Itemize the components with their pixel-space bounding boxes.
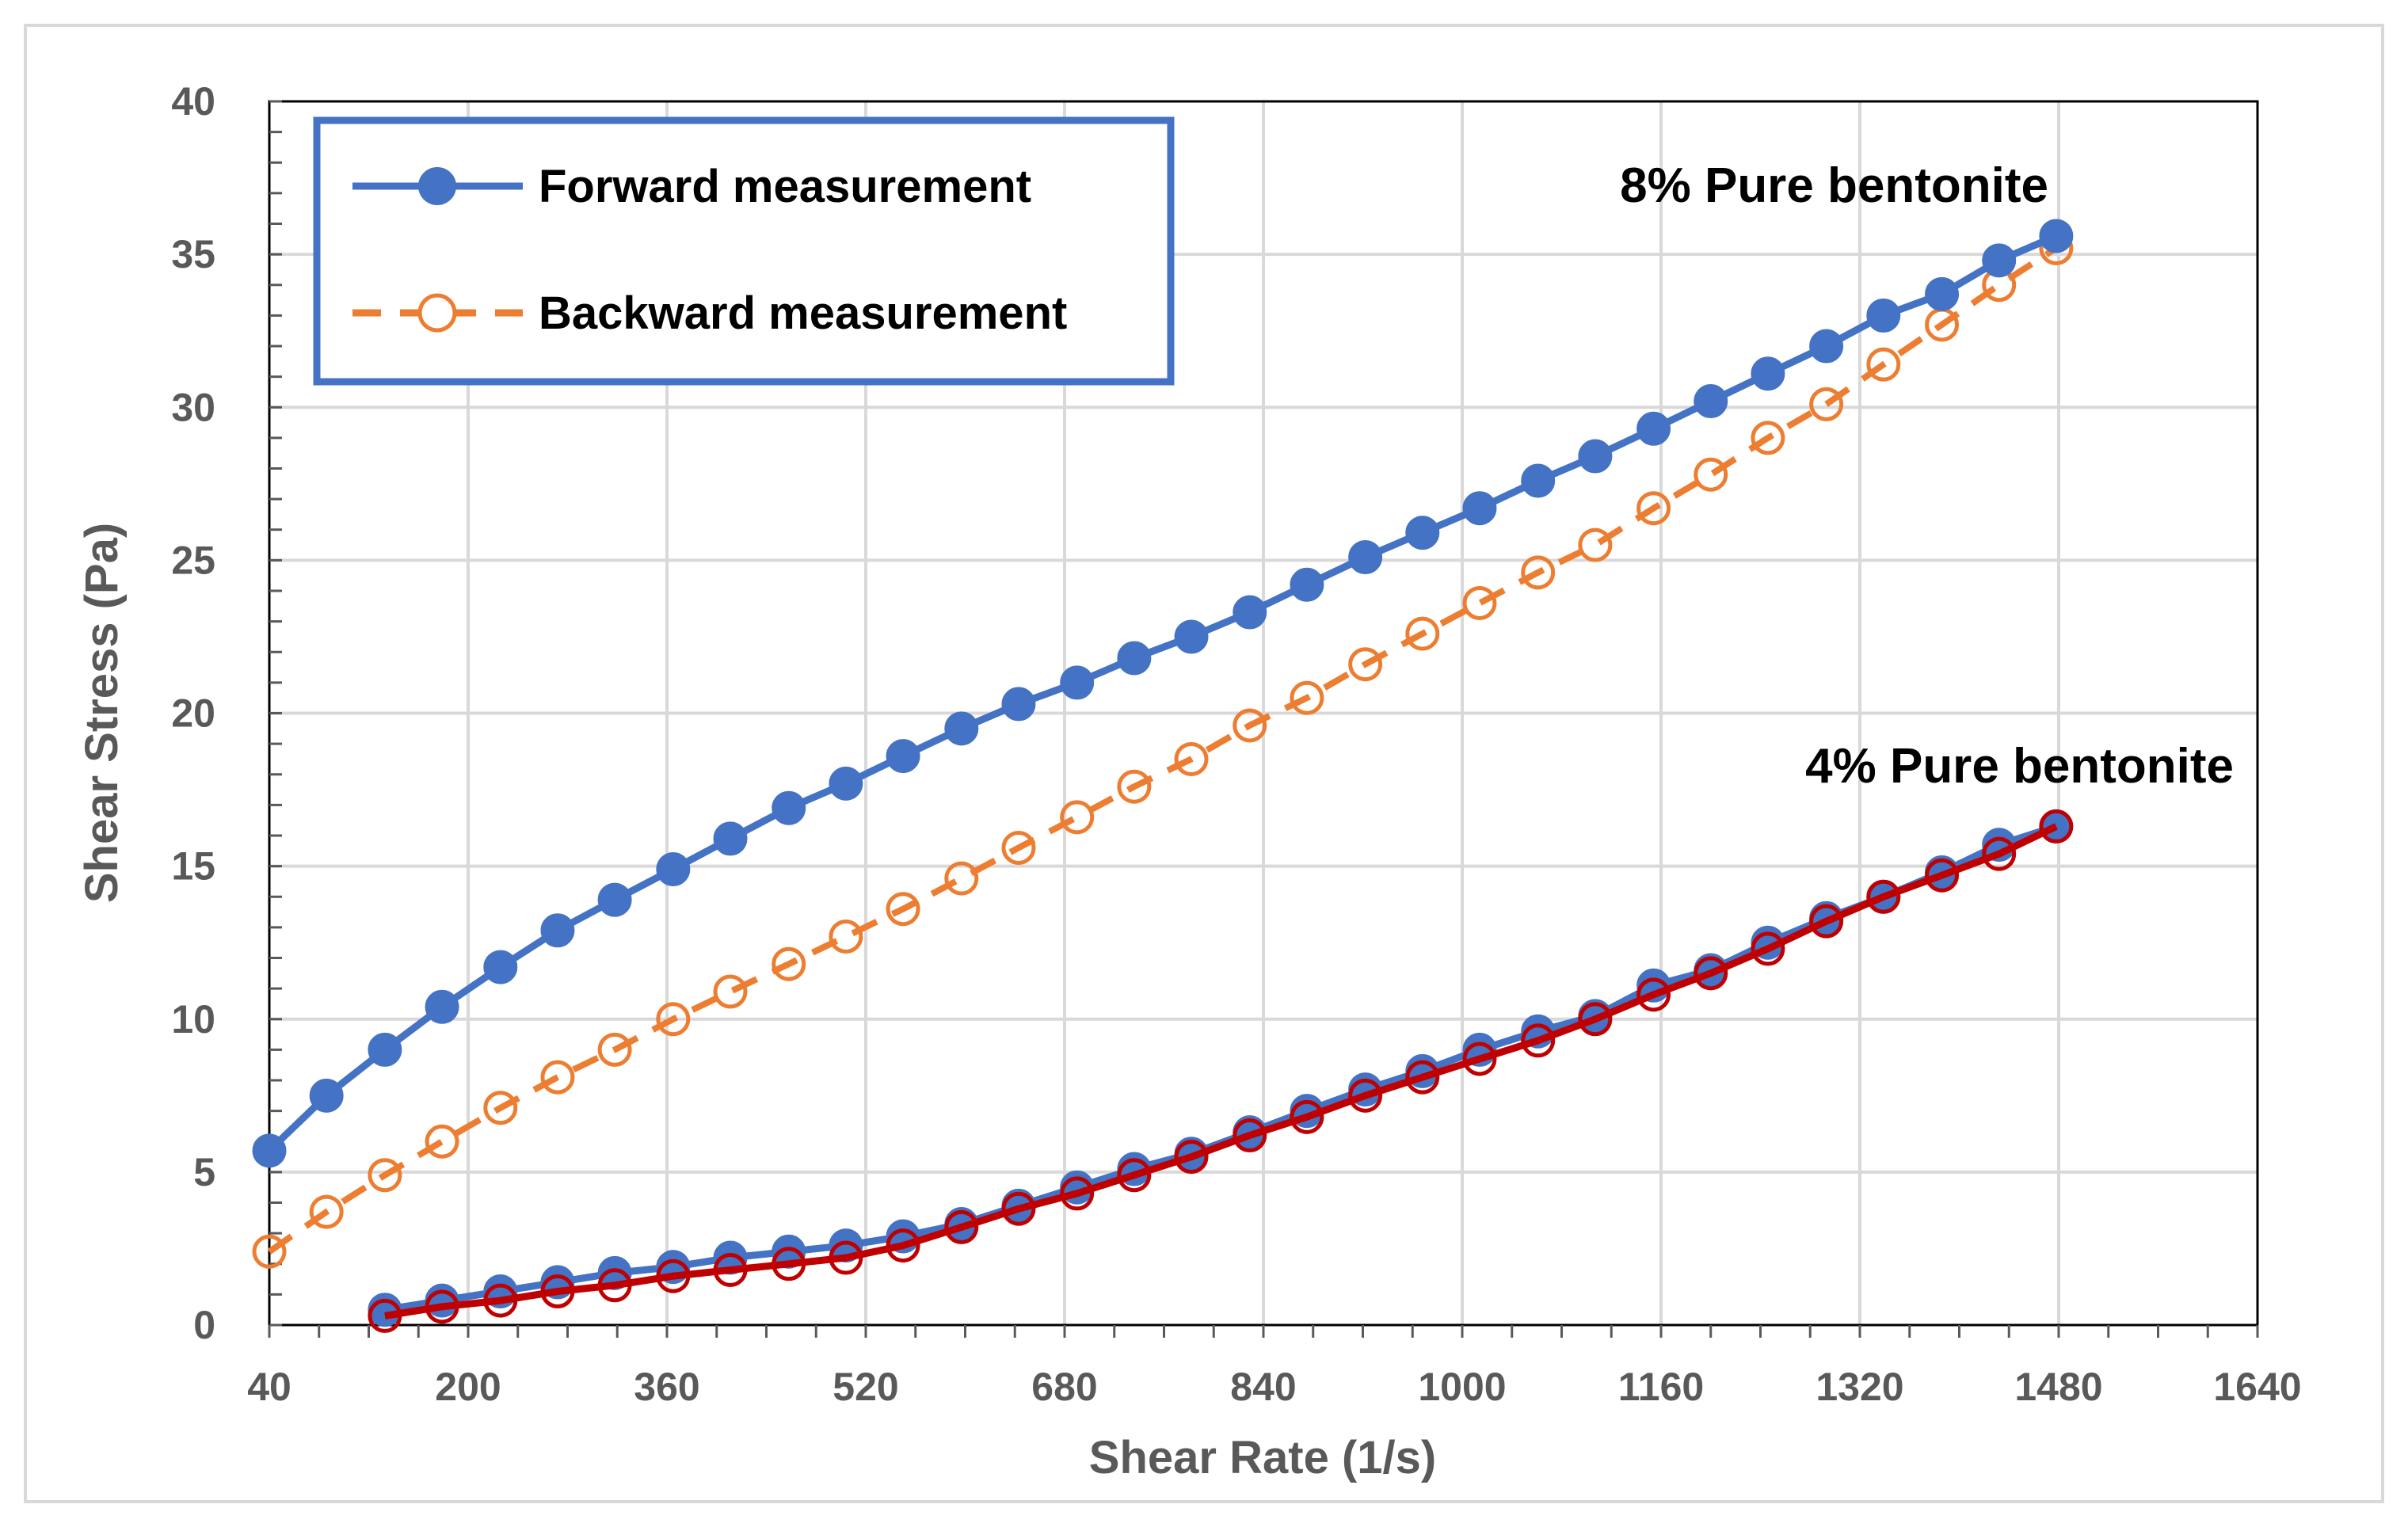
- x-tick-label: 1640: [2213, 1365, 2301, 1409]
- y-tick-label: 5: [193, 1150, 215, 1194]
- x-tick-label: 1480: [2014, 1365, 2102, 1409]
- x-tick-label: 40: [247, 1365, 291, 1409]
- x-tick-label: 360: [634, 1365, 699, 1409]
- data-point: [485, 951, 516, 983]
- data-point: [1926, 278, 1958, 310]
- data-point: [830, 767, 862, 799]
- y-tick-label: 30: [171, 385, 215, 429]
- annotation-8-percent: 8% Pure bentonite: [1620, 158, 2048, 213]
- x-axis-title: Shear Rate (1/s): [1089, 1432, 1436, 1483]
- data-point: [1118, 642, 1150, 674]
- data-point: [1407, 517, 1438, 549]
- y-tick-label: 35: [171, 232, 215, 276]
- data-point: [1695, 386, 1727, 417]
- y-tick-label: 0: [193, 1303, 215, 1347]
- y-tick-label: 25: [171, 538, 215, 582]
- data-point: [1522, 465, 1554, 497]
- data-point: [1291, 569, 1323, 600]
- data-point: [1464, 493, 1495, 524]
- y-axis-title: Shear Stress (Pa): [76, 523, 128, 903]
- annotation-4-percent: 4% Pure bentonite: [1805, 739, 2234, 794]
- data-point: [369, 1294, 401, 1326]
- x-tick-label: 840: [1230, 1365, 1296, 1409]
- legend-forward-marker: [420, 169, 455, 204]
- data-point: [1003, 688, 1034, 720]
- y-tick-label: 15: [171, 844, 215, 889]
- data-point: [1175, 621, 1207, 653]
- data-point: [311, 1080, 342, 1111]
- data-point: [1638, 413, 1670, 444]
- data-point: [1983, 245, 2015, 276]
- y-tick-label: 20: [171, 691, 215, 736]
- data-point: [1350, 542, 1381, 573]
- x-tick-label: 200: [435, 1365, 501, 1409]
- legend-backward-marker: [420, 295, 455, 330]
- chart: 40 200 360 520 680 840 1000 1160 1320 1480 1640 0 5 1…: [0, 0, 2408, 1527]
- data-point: [1579, 440, 1611, 472]
- data-point: [426, 991, 458, 1022]
- data-point: [657, 853, 689, 885]
- data-point: [1811, 330, 1842, 362]
- x-tick-label: 680: [1031, 1365, 1097, 1409]
- data-point: [369, 1034, 401, 1065]
- data-point: [1234, 596, 1266, 628]
- y-tick-label: 10: [171, 997, 215, 1041]
- data-point: [542, 915, 573, 946]
- y-tick-label: 40: [171, 79, 215, 124]
- data-point: [253, 1135, 285, 1167]
- x-tick-label: 1000: [1418, 1365, 1506, 1409]
- data-point: [1868, 299, 1899, 331]
- x-tick-label: 1160: [1618, 1365, 1704, 1409]
- data-point: [887, 741, 919, 772]
- data-point: [946, 713, 977, 744]
- data-point: [773, 792, 805, 824]
- legend-box: [317, 120, 1171, 382]
- legend-backward-label: Backward measurement: [539, 288, 1067, 339]
- data-point: [599, 884, 631, 916]
- data-point: [1061, 667, 1093, 699]
- x-tick-label: 520: [833, 1365, 898, 1409]
- x-tick-label: 1320: [1816, 1365, 1903, 1409]
- legend-forward-label: Forward measurement: [539, 161, 1031, 212]
- data-point: [1752, 358, 1784, 390]
- data-point: [714, 823, 746, 855]
- legend: Forward measurement Backward measurement: [317, 120, 1171, 382]
- data-point: [2040, 220, 2072, 252]
